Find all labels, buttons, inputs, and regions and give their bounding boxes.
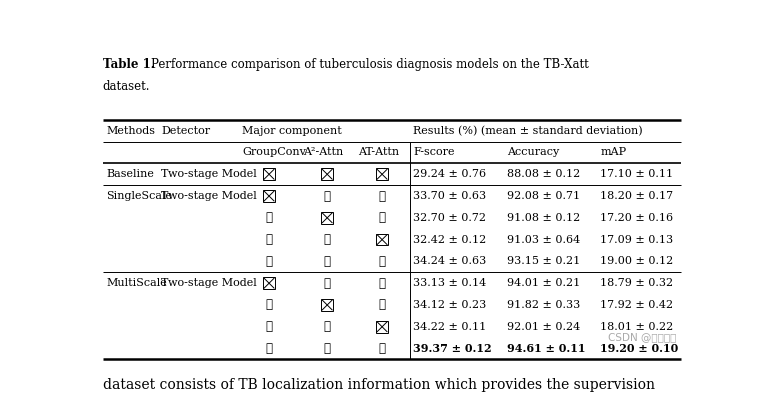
Text: SingleScale: SingleScale <box>107 191 172 201</box>
Text: GroupConv: GroupConv <box>242 147 306 158</box>
Text: ✓: ✓ <box>323 320 331 333</box>
Text: mAP: mAP <box>600 147 626 158</box>
Bar <box>263 190 275 202</box>
Text: ✓: ✓ <box>323 255 331 268</box>
Text: Major component: Major component <box>242 126 342 136</box>
Text: ✓: ✓ <box>323 342 331 355</box>
Text: 17.92 ± 0.42: 17.92 ± 0.42 <box>600 300 673 310</box>
Text: Table 1.: Table 1. <box>103 58 154 71</box>
Text: 34.22 ± 0.11: 34.22 ± 0.11 <box>413 322 486 332</box>
Text: 17.10 ± 0.11: 17.10 ± 0.11 <box>600 169 673 179</box>
Text: Results (%) (mean ± standard deviation): Results (%) (mean ± standard deviation) <box>413 125 643 136</box>
Text: 93.15 ± 0.21: 93.15 ± 0.21 <box>507 256 580 266</box>
Text: 18.79 ± 0.32: 18.79 ± 0.32 <box>600 278 673 288</box>
Text: 91.82 ± 0.33: 91.82 ± 0.33 <box>507 300 580 310</box>
Text: 94.61 ± 0.11: 94.61 ± 0.11 <box>507 343 585 354</box>
Text: MultiScale: MultiScale <box>107 278 167 288</box>
Bar <box>321 169 333 180</box>
Text: Methods: Methods <box>107 126 155 136</box>
Text: 34.24 ± 0.63: 34.24 ± 0.63 <box>413 256 486 266</box>
Text: 29.24 ± 0.76: 29.24 ± 0.76 <box>413 169 486 179</box>
Text: ✓: ✓ <box>323 233 331 246</box>
Text: ✓: ✓ <box>266 320 272 333</box>
Text: ✓: ✓ <box>266 255 272 268</box>
Text: Two-stage Model: Two-stage Model <box>161 169 257 179</box>
Text: ✓: ✓ <box>266 342 272 355</box>
Text: ✓: ✓ <box>378 211 386 224</box>
Text: ✓: ✓ <box>266 233 272 246</box>
Text: Two-stage Model: Two-stage Model <box>161 191 257 201</box>
Bar <box>376 169 388 180</box>
Text: 88.08 ± 0.12: 88.08 ± 0.12 <box>507 169 580 179</box>
Bar <box>263 169 275 180</box>
Text: Baseline: Baseline <box>107 169 154 179</box>
Text: 39.37 ± 0.12: 39.37 ± 0.12 <box>413 343 492 354</box>
Text: ✓: ✓ <box>378 342 386 355</box>
Text: Detector: Detector <box>161 126 210 136</box>
Text: ✓: ✓ <box>323 189 331 202</box>
Text: 33.13 ± 0.14: 33.13 ± 0.14 <box>413 278 486 288</box>
Text: 32.70 ± 0.72: 32.70 ± 0.72 <box>413 213 486 223</box>
Text: 19.00 ± 0.12: 19.00 ± 0.12 <box>600 256 673 266</box>
Bar <box>321 299 333 311</box>
Bar <box>321 212 333 224</box>
Text: 33.70 ± 0.63: 33.70 ± 0.63 <box>413 191 486 201</box>
Text: 92.08 ± 0.71: 92.08 ± 0.71 <box>507 191 580 201</box>
Text: Two-stage Model: Two-stage Model <box>161 278 257 288</box>
Text: 32.42 ± 0.12: 32.42 ± 0.12 <box>413 235 486 244</box>
Text: 18.01 ± 0.22: 18.01 ± 0.22 <box>600 322 673 332</box>
Text: ✓: ✓ <box>378 189 386 202</box>
Bar <box>263 277 275 289</box>
Text: 34.12 ± 0.23: 34.12 ± 0.23 <box>413 300 486 310</box>
Text: Accuracy: Accuracy <box>507 147 559 158</box>
Text: 18.20 ± 0.17: 18.20 ± 0.17 <box>600 191 673 201</box>
Text: ✓: ✓ <box>378 255 386 268</box>
Text: ✓: ✓ <box>378 277 386 290</box>
Text: 19.20 ± 0.10: 19.20 ± 0.10 <box>600 343 679 354</box>
Text: 17.20 ± 0.16: 17.20 ± 0.16 <box>600 213 673 223</box>
Bar <box>376 234 388 245</box>
Text: A²-Attn: A²-Attn <box>304 147 343 158</box>
Text: dataset consists of TB localization information which provides the supervision
f: dataset consists of TB localization info… <box>103 378 654 393</box>
Text: 94.01 ± 0.21: 94.01 ± 0.21 <box>507 278 580 288</box>
Text: AT-Attn: AT-Attn <box>358 147 400 158</box>
Text: 91.03 ± 0.64: 91.03 ± 0.64 <box>507 235 580 244</box>
Text: dataset.: dataset. <box>103 79 150 92</box>
Text: ✓: ✓ <box>378 299 386 312</box>
Text: Performance comparison of tuberculosis diagnosis models on the TB-Xatt: Performance comparison of tuberculosis d… <box>151 58 589 71</box>
Text: 17.09 ± 0.13: 17.09 ± 0.13 <box>600 235 673 244</box>
Text: ✓: ✓ <box>266 211 272 224</box>
Text: ✓: ✓ <box>323 277 331 290</box>
Text: CSDN @松下直子: CSDN @松下直子 <box>608 332 676 342</box>
Text: 91.08 ± 0.12: 91.08 ± 0.12 <box>507 213 580 223</box>
Text: ✓: ✓ <box>266 299 272 312</box>
Text: F-score: F-score <box>413 147 454 158</box>
Bar <box>376 321 388 332</box>
Text: 92.01 ± 0.24: 92.01 ± 0.24 <box>507 322 580 332</box>
